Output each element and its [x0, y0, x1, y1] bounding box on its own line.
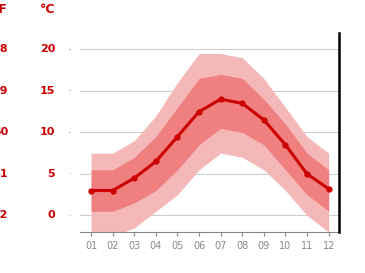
Text: 41: 41: [0, 169, 8, 179]
Text: 50: 50: [0, 127, 8, 137]
Text: °C: °C: [40, 3, 55, 16]
Text: 0: 0: [48, 210, 55, 220]
Text: °F: °F: [0, 3, 8, 16]
Text: 68: 68: [0, 44, 8, 54]
Text: 59: 59: [0, 86, 8, 96]
Text: 32: 32: [0, 210, 8, 220]
Text: 20: 20: [40, 44, 55, 54]
Text: 10: 10: [40, 127, 55, 137]
Text: 5: 5: [48, 169, 55, 179]
Text: 15: 15: [40, 86, 55, 96]
